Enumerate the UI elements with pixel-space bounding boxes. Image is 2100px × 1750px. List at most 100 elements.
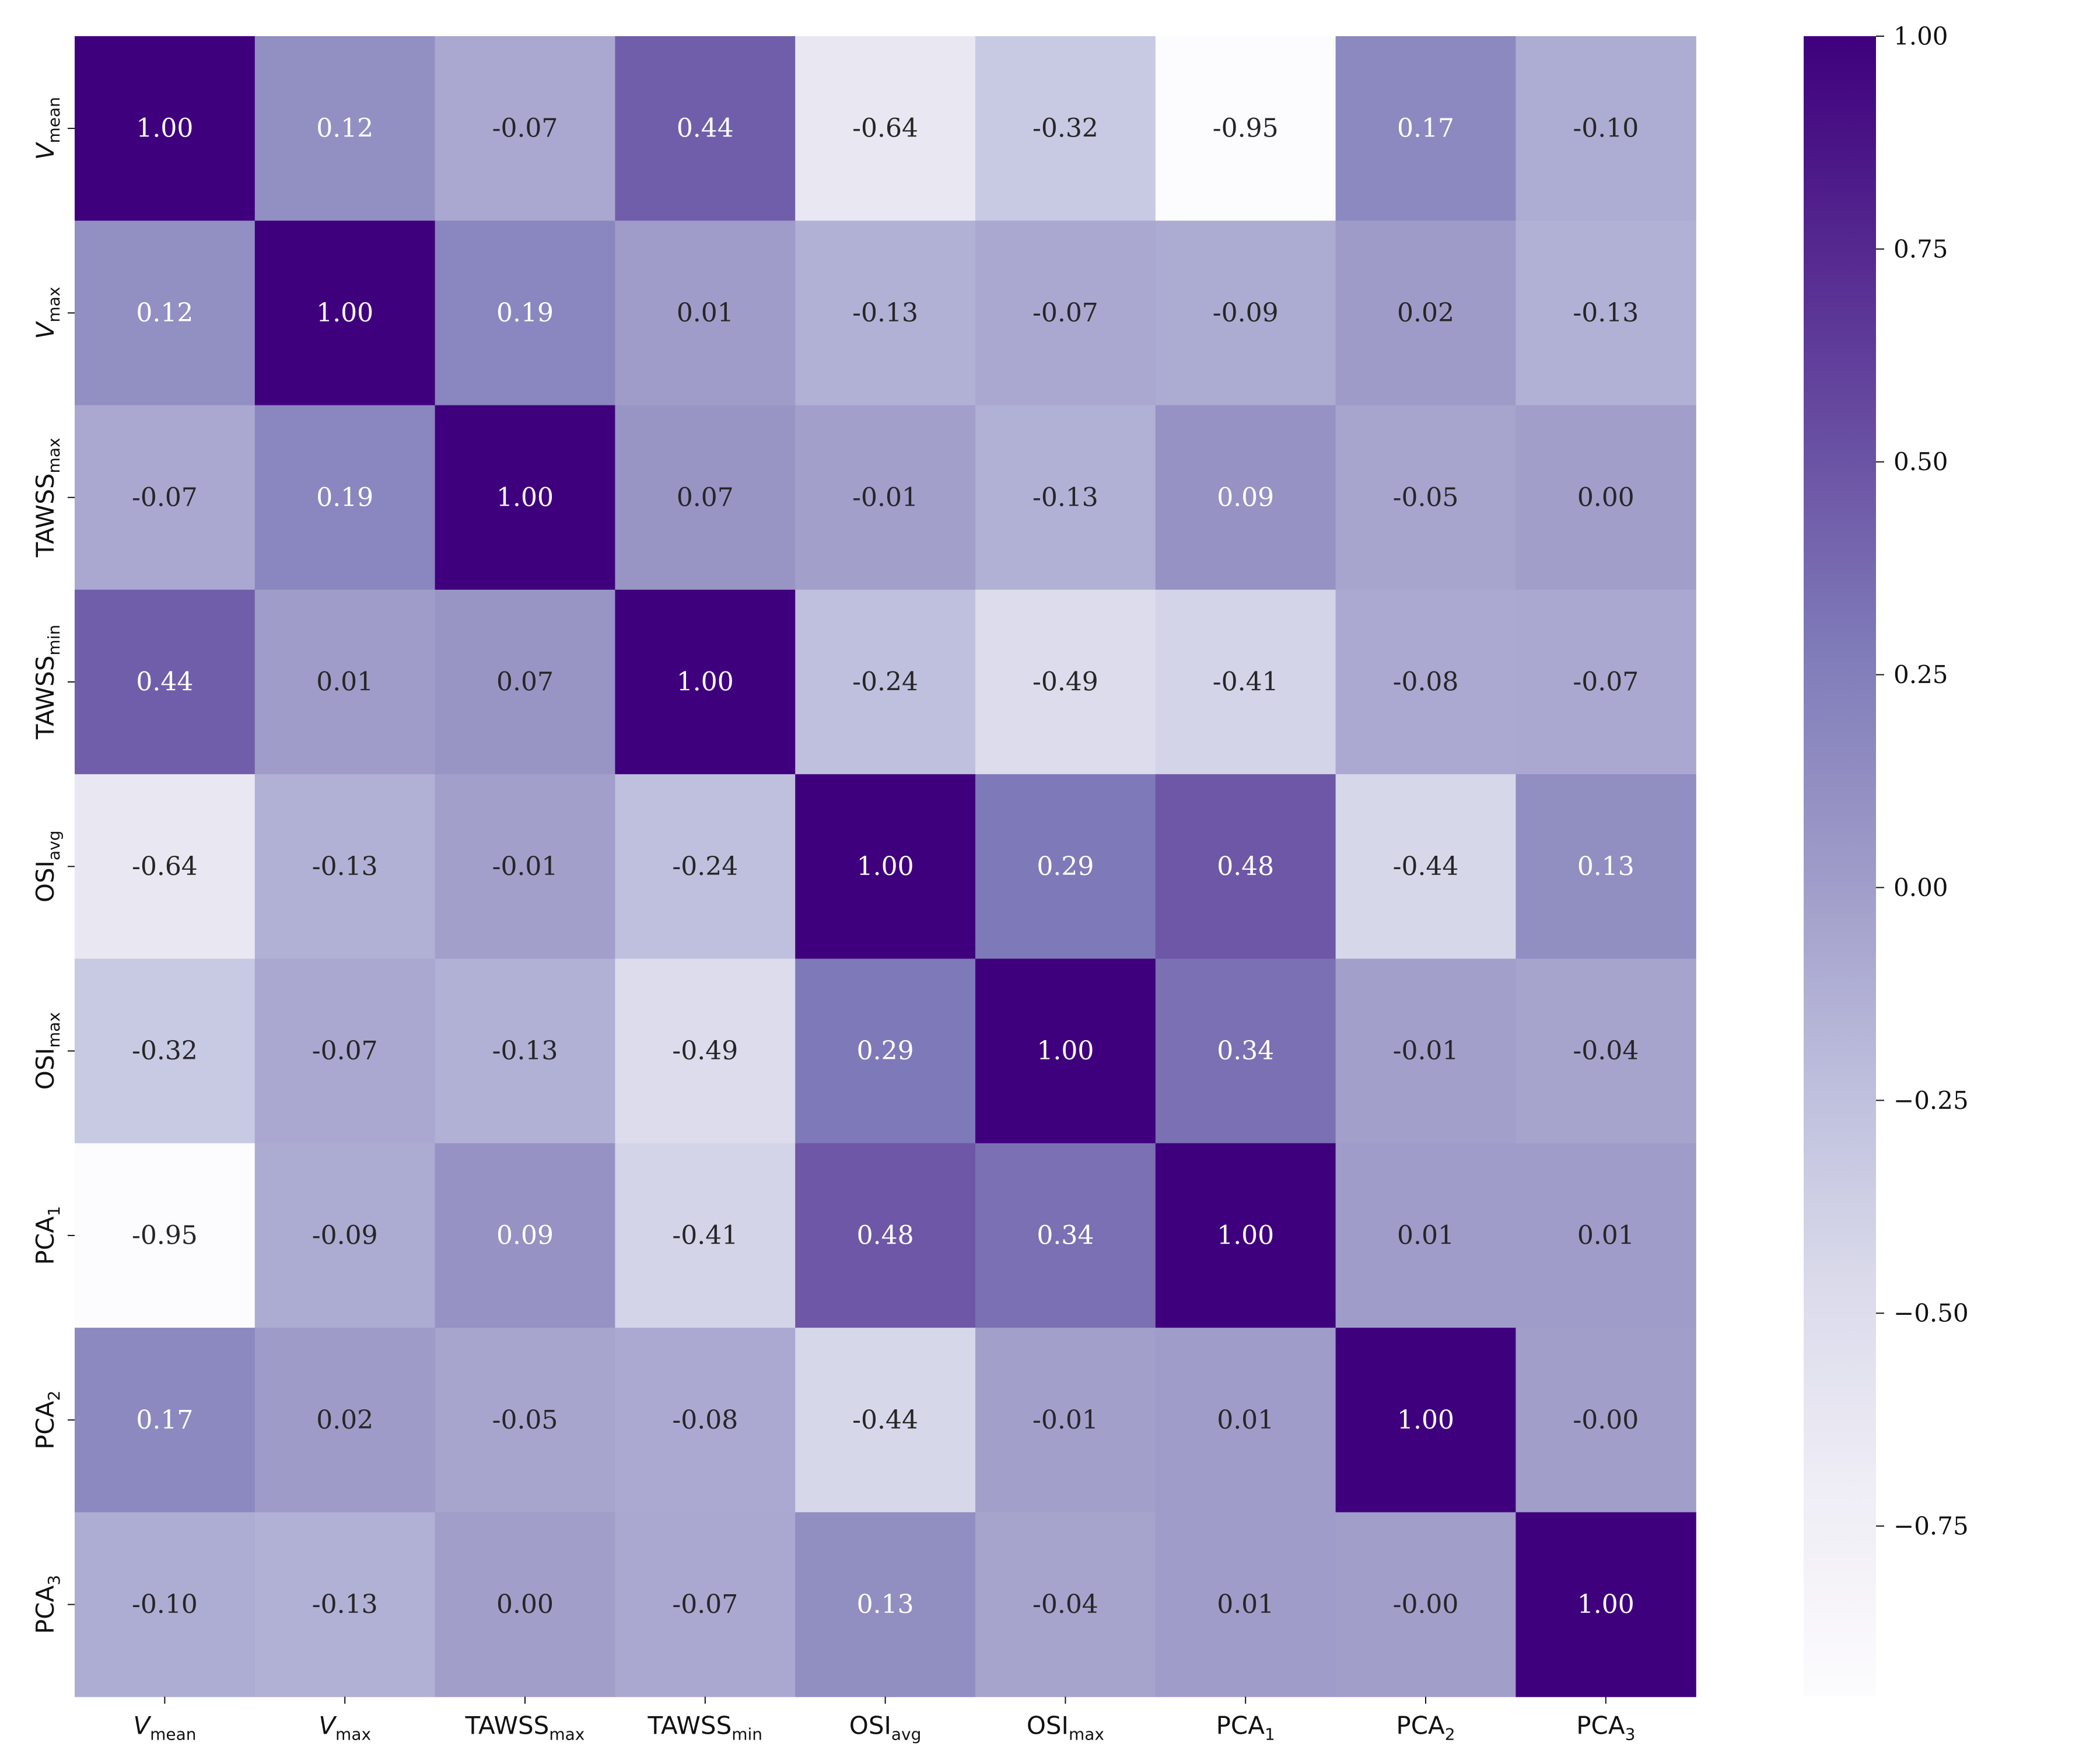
heatmap-cell-7-2 — [435, 1328, 615, 1513]
heatmap-cell-6-8 — [1516, 1143, 1696, 1328]
y-tick-label-6-base: PCA — [31, 1216, 60, 1265]
y-tick-label-5-subscript: max — [44, 1012, 64, 1048]
x-tick-label-1: Vmax — [318, 1712, 371, 1744]
cell-value-label-8-7: -0.00 — [1393, 1590, 1459, 1619]
heatmap-cell-2-1 — [254, 405, 436, 590]
heatmap-cell-6-7 — [1335, 1143, 1516, 1328]
heatmap-cell-3-2 — [435, 589, 615, 775]
colorbar-tick-label-6: −0.50 — [1894, 1299, 1969, 1328]
cell-value-label-7-2: -0.05 — [492, 1405, 558, 1435]
x-tick-label-2: TAWSSmax — [465, 1712, 585, 1744]
heatmap-cell-0-1 — [254, 36, 436, 221]
x-tick-label-4-base: OSI — [849, 1712, 891, 1740]
cell-value-label-6-0: -0.95 — [132, 1220, 198, 1250]
cell-value-label-8-5: -0.04 — [1032, 1590, 1098, 1619]
cell-value-label-7-1: 0.02 — [316, 1405, 373, 1435]
cell-value-label-5-2: -0.13 — [492, 1036, 558, 1066]
heatmap-cell-8-0 — [75, 1512, 256, 1698]
heatmap-cell-0-8 — [1516, 36, 1696, 221]
cell-value-label-7-7: 1.00 — [1397, 1405, 1454, 1435]
heatmap-cell-4-4 — [795, 774, 976, 960]
heatmap-cell-4-0 — [75, 774, 256, 960]
cell-value-label-4-8: 0.13 — [1577, 852, 1634, 881]
heatmap-cell-0-3 — [615, 36, 796, 221]
heatmap-cell-8-2 — [435, 1512, 615, 1698]
heatmap-cell-6-1 — [254, 1143, 436, 1328]
cell-value-label-5-6: 0.34 — [1217, 1036, 1274, 1066]
heatmap-cell-7-6 — [1155, 1328, 1336, 1513]
y-tick-label-6-subscript: 1 — [44, 1206, 64, 1216]
y-tick-label-3-subscript: min — [44, 625, 64, 656]
cell-value-label-7-5: -0.01 — [1032, 1405, 1098, 1435]
cell-value-label-6-5: 0.34 — [1037, 1220, 1094, 1250]
y-tick-label-1-subscript: max — [44, 287, 64, 323]
cell-value-label-2-1: 0.19 — [316, 482, 373, 512]
x-tick-label-4: OSIavg — [849, 1712, 922, 1744]
cell-value-label-8-3: -0.07 — [672, 1590, 738, 1619]
heatmap-cell-5-3 — [615, 958, 796, 1144]
cell-value-label-0-6: -0.95 — [1213, 114, 1279, 144]
colorbar-tick-label-3: 0.25 — [1894, 660, 1948, 689]
heatmap-cell-6-5 — [975, 1143, 1156, 1328]
cell-value-label-6-1: -0.09 — [312, 1220, 378, 1250]
heatmap-cell-3-5 — [975, 589, 1156, 775]
x-tick-label-8-subscript: 3 — [1625, 1725, 1636, 1744]
cell-value-label-4-5: 0.29 — [1037, 852, 1094, 881]
heatmap-cell-3-0 — [75, 589, 256, 775]
heatmap-cell-2-2 — [435, 405, 615, 590]
heatmap-cell-6-0 — [75, 1143, 256, 1328]
cell-value-label-1-3: 0.01 — [677, 298, 734, 328]
heatmap-cell-2-7 — [1335, 405, 1516, 590]
x-tick-label-5: OSImax — [1027, 1712, 1104, 1744]
heatmap-cell-6-4 — [795, 1143, 976, 1328]
heatmap-cell-8-1 — [254, 1512, 436, 1698]
cell-value-label-4-7: -0.44 — [1393, 852, 1459, 881]
x-tick-label-7-base: PCA — [1396, 1712, 1445, 1740]
x-tick-label-6-base: PCA — [1216, 1712, 1265, 1740]
heatmap-cell-8-8 — [1516, 1512, 1696, 1698]
y-tick-label-0-base: V — [31, 141, 60, 160]
heatmap-cell-4-8 — [1516, 774, 1696, 960]
heatmap-cell-5-4 — [795, 958, 976, 1144]
cell-value-label-7-0: 0.17 — [136, 1405, 193, 1435]
y-tick-label-7-subscript: 2 — [44, 1391, 64, 1401]
heatmap-cell-8-3 — [615, 1512, 796, 1698]
cell-value-label-2-6: 0.09 — [1217, 482, 1274, 512]
y-tick-label-3-base: TAWSS — [31, 656, 60, 740]
heatmap-cell-7-4 — [795, 1328, 976, 1513]
heatmap-cell-1-0 — [75, 220, 256, 406]
heatmap-cell-1-8 — [1516, 220, 1696, 406]
cell-value-label-7-4: -0.44 — [852, 1405, 918, 1435]
heatmap-cell-8-4 — [795, 1512, 976, 1698]
heatmap-cell-3-4 — [795, 589, 976, 775]
cell-value-label-2-7: -0.05 — [1393, 482, 1459, 512]
heatmap-cell-4-2 — [435, 774, 615, 960]
colorbar-tick-label-1: 0.75 — [1894, 235, 1948, 263]
heatmap-cell-6-6 — [1155, 1143, 1336, 1328]
cell-value-label-8-2: 0.00 — [496, 1590, 554, 1619]
cell-value-label-6-2: 0.09 — [496, 1220, 554, 1250]
heatmap-cell-3-8 — [1516, 589, 1696, 775]
cell-value-label-7-8: -0.00 — [1573, 1405, 1639, 1435]
cell-value-label-6-3: -0.41 — [672, 1220, 738, 1250]
colorbar: 1.00 0.75 0.50 0.25 0.00 −0.25 −0.50 −0.75 — [1804, 22, 1969, 1696]
colorbar-tick-label-0: 1.00 — [1894, 22, 1948, 51]
heatmap-cell-0-4 — [795, 36, 976, 221]
cell-value-label-3-1: 0.01 — [316, 667, 373, 697]
x-tick-label-5-base: OSI — [1027, 1712, 1069, 1740]
heatmap-cell-5-1 — [254, 958, 436, 1144]
cell-value-label-6-8: 0.01 — [1577, 1220, 1634, 1250]
heatmap-cell-1-5 — [975, 220, 1156, 406]
heatmap-cell-4-5 — [975, 774, 1156, 960]
cell-value-label-5-8: -0.04 — [1573, 1036, 1639, 1066]
x-tick-label-0-base: V — [133, 1712, 152, 1740]
y-tick-label-2: TAWSSmax — [31, 438, 64, 558]
cell-value-label-4-6: 0.48 — [1217, 852, 1274, 881]
heatmap-cells: 1.00 0.12 -0.07 0.44 -0.64 -0.32 -0.95 0.17 -0.1… — [75, 36, 1696, 1698]
cell-value-label-4-0: -0.64 — [132, 852, 198, 881]
cell-value-label-1-0: 0.12 — [136, 298, 193, 328]
heatmap-cell-1-2 — [435, 220, 615, 406]
x-tick-label-7: PCA2 — [1396, 1712, 1455, 1744]
x-tick-label-6: PCA1 — [1216, 1712, 1275, 1744]
cell-value-label-2-5: -0.13 — [1032, 482, 1098, 512]
